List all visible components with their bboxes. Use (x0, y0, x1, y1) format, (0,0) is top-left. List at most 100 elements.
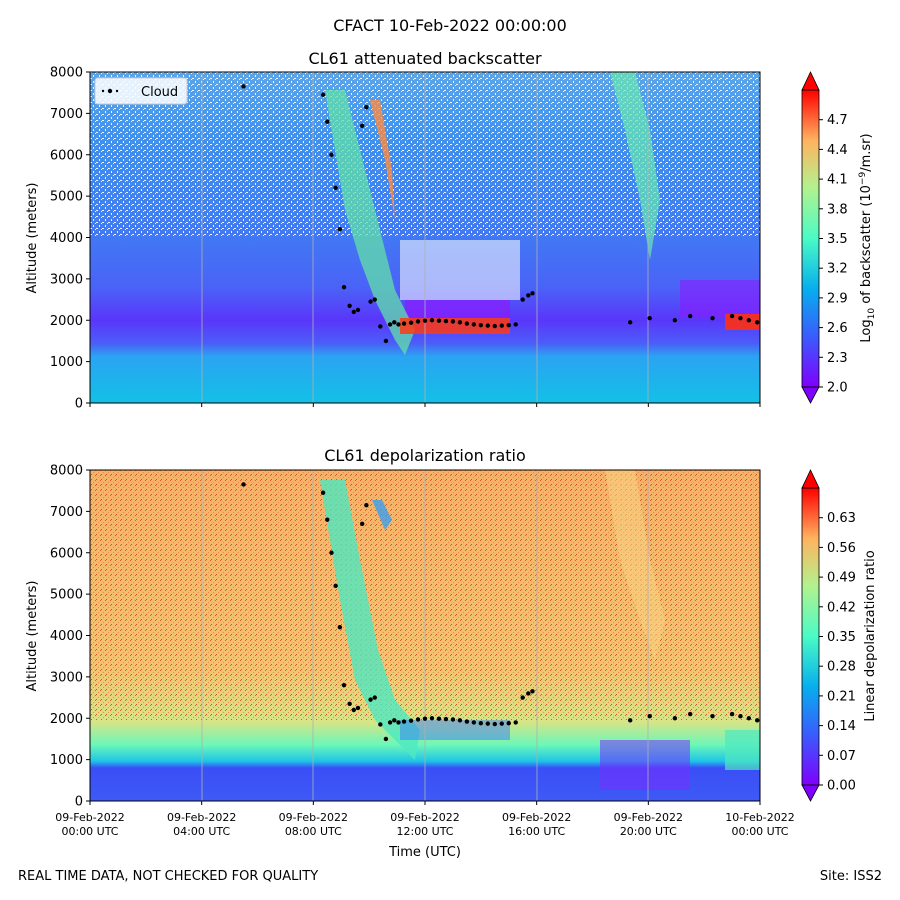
cloud-point (359, 521, 365, 526)
cloud-point (436, 318, 442, 323)
cloud-point (347, 303, 352, 308)
cloud-point (372, 695, 377, 700)
cloud-point (492, 721, 497, 727)
cloud-point (355, 307, 361, 313)
cloud-point (359, 123, 365, 128)
cloud-point (341, 682, 347, 688)
cloud-point (688, 711, 693, 717)
footer-site: Site: ISS2 (819, 869, 882, 884)
cloud-point (401, 321, 407, 326)
colorbar-tick-label: 0.14 (827, 719, 856, 734)
cloud-point (647, 315, 652, 321)
cloud-point (450, 319, 456, 324)
depolarization-colorbar: 0.00 0.07 0.14 0.21 0.28 0.35 0.42 0.49 0.56 0.63… (801, 469, 878, 802)
y-tick-label: 0 (75, 795, 83, 810)
cloud-point (368, 697, 373, 702)
x-tick-label-date: 09-Feb-2022 (502, 811, 571, 824)
cloud-point (241, 482, 246, 487)
cloud-point (520, 297, 525, 302)
depolarization-gridlines (201, 470, 649, 801)
cloud-point (746, 716, 752, 721)
cloud-point (627, 718, 633, 723)
colorbar-tick-label: 0.21 (827, 689, 856, 704)
cloud-point (392, 718, 397, 723)
cloud-point (647, 713, 652, 719)
backscatter-y-label: Altitude (meters) (25, 183, 40, 294)
cloud-point (429, 716, 435, 721)
y-tick-label: 4000 (50, 629, 83, 644)
cloud-point (530, 689, 535, 694)
cloud-point (337, 227, 343, 232)
y-tick-label: 7000 (50, 107, 83, 122)
cloud-point (450, 717, 456, 722)
y-tick-label: 2000 (50, 314, 83, 329)
cloud-point (464, 719, 470, 724)
cloud-point (387, 322, 393, 327)
cloud-point (513, 720, 518, 725)
cloud-point (329, 550, 334, 555)
cloud-point (738, 713, 743, 719)
y-tick-label: 3000 (50, 272, 83, 287)
y-tick-label: 5000 (50, 588, 83, 603)
colorbar-tick-label: 2.9 (827, 291, 848, 306)
x-tick-label-time: 20:00 UTC (620, 825, 677, 838)
cloud-point (746, 318, 752, 323)
cloud-point (688, 313, 693, 319)
cloud-point (729, 313, 735, 319)
cloud-point (457, 718, 463, 723)
cloud-point (485, 721, 491, 726)
cloud-point (627, 320, 633, 325)
cloud-point (422, 716, 428, 721)
cloud-point (672, 318, 678, 323)
cloud-point (383, 338, 389, 344)
cloud-point (347, 701, 352, 706)
cloud-point (415, 319, 421, 324)
cloud-point (422, 318, 428, 323)
cloud-point (738, 315, 743, 321)
cloud-point (392, 320, 397, 325)
backscatter-y-axis: 0 1000 2000 3000 4000 5000 6000 7000 8000 (50, 66, 90, 412)
colorbar-tick-label: 0.42 (827, 600, 856, 615)
colorbar-tick-label: 4.4 (827, 143, 848, 158)
panel-title-backscatter: CL61 attenuated backscatter (308, 49, 542, 68)
cloud-point (520, 695, 525, 700)
cloud-point (436, 716, 442, 721)
colorbar-tick-label: 3.2 (827, 262, 848, 277)
y-tick-label: 6000 (50, 546, 83, 561)
cloud-point (478, 323, 484, 328)
cloud-point (325, 517, 330, 522)
cloud-point (396, 720, 401, 725)
colorbar-tick-label: 0.63 (827, 511, 856, 526)
cloud-point (325, 119, 330, 124)
backscatter-colorbar: 2.0 2.3 2.6 2.9 3.2 3.5 3.8 4.1 4.4 4.7 Log10 of … (801, 71, 877, 404)
legend-box: Cloud (94, 77, 188, 105)
cloud-point (351, 707, 357, 713)
cloud-point (471, 322, 477, 327)
cloud-point (408, 320, 414, 325)
x-tick-label-date: 09-Feb-2022 (614, 811, 683, 824)
colorbar-tick-label: 0.07 (827, 749, 856, 764)
backscatter-colorbar-label: Log10 of backscatter (10−9/m.sr) (858, 133, 877, 342)
legend-cloud-label: Cloud (141, 85, 178, 100)
cloud-point (241, 84, 246, 89)
cloud-point (729, 711, 735, 717)
cloud-point (320, 490, 326, 495)
panel-title-depolarization: CL61 depolarization ratio (324, 446, 526, 465)
cloud-point (499, 323, 504, 328)
backscatter-gridlines (201, 72, 649, 403)
cloud-point (337, 625, 343, 630)
y-tick-label: 5000 (50, 190, 83, 205)
depolarization-y-label: Altitude (meters) (25, 581, 40, 692)
cloud-point (506, 721, 511, 726)
x-tick-label-time: 08:00 UTC (285, 825, 342, 838)
cloud-point (710, 315, 715, 321)
cloud-point (387, 720, 393, 725)
cloud-point (364, 502, 369, 508)
cloud-point (755, 718, 760, 723)
cloud-point (492, 323, 497, 329)
colorbar-tick-label: 0.35 (827, 630, 856, 645)
cloud-point (526, 691, 531, 696)
cloud-point (471, 720, 477, 725)
cloud-point (485, 323, 491, 328)
colorbar-tick-label: 2.3 (827, 351, 848, 366)
